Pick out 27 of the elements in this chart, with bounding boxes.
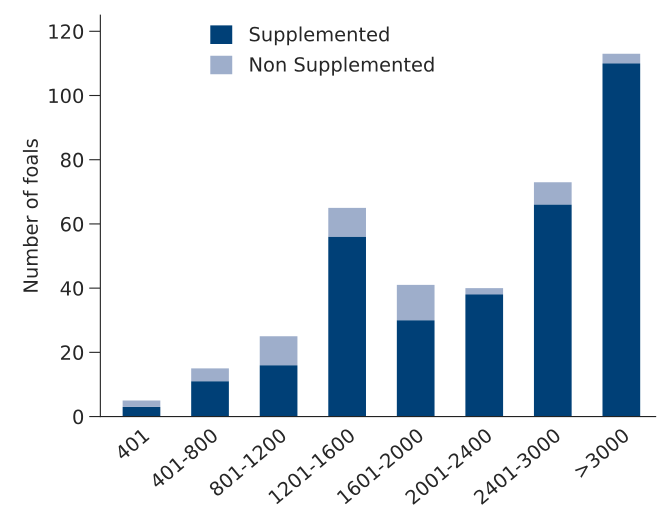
- x-tick-label: 401: [114, 428, 150, 462]
- y-tick-label: 120: [49, 24, 84, 39]
- bar: [122, 400, 160, 407]
- y-tick-label: 60: [60, 216, 84, 232]
- legend-label: Non Supplemented: [250, 56, 434, 76]
- bar: [465, 294, 504, 417]
- y-tick-label: 40: [60, 281, 84, 296]
- bar: [602, 54, 640, 64]
- bar: [396, 320, 435, 417]
- bar: [328, 208, 366, 237]
- bar: [602, 63, 640, 417]
- y-tick-label: 100: [49, 88, 84, 104]
- y-tick-label: 80: [60, 152, 84, 168]
- y-axis-title: Number of foals: [22, 139, 38, 292]
- bar: [191, 381, 229, 417]
- legend-label: Supplemented: [250, 26, 389, 46]
- bar: [122, 406, 160, 417]
- bar: [260, 336, 298, 366]
- bar: [260, 365, 298, 417]
- bar: [534, 182, 572, 205]
- y-tick-label: 20: [61, 345, 84, 360]
- bar: [328, 236, 366, 417]
- bar: [534, 204, 572, 417]
- y-tick-label: 0: [73, 410, 84, 424]
- bar: [191, 368, 229, 382]
- bar: [465, 288, 504, 295]
- bar: [396, 284, 435, 320]
